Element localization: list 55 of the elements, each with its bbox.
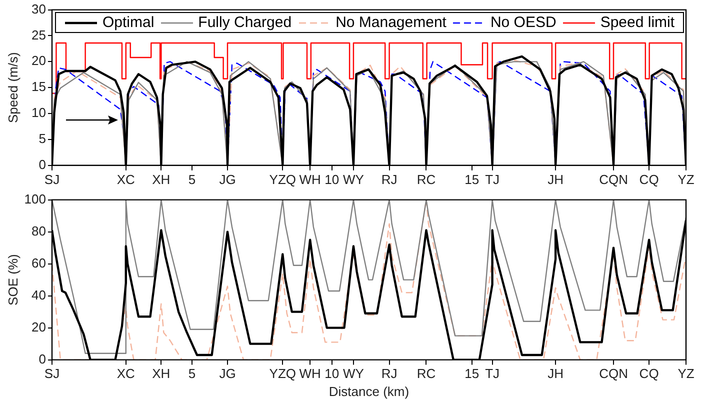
x-axis-title: Distance (km)	[328, 384, 410, 399]
y-tick-label: 60	[32, 255, 46, 270]
x-tick-label: XH	[152, 172, 170, 187]
x-tick-label: RJ	[381, 172, 398, 187]
y-tick-label: 20	[32, 319, 46, 334]
x-tick-label: XC	[116, 172, 135, 187]
x-tick-label: YZ	[678, 366, 694, 382]
x-tick-label: JG	[219, 172, 236, 187]
x-tick-label: XH	[152, 366, 170, 382]
x-tick-label: 10	[324, 366, 340, 382]
y-tick-label: 100	[24, 191, 46, 206]
x-tick-label: WH	[299, 366, 321, 382]
y-tick-label: 40	[32, 287, 46, 302]
x-tick-label: TJ	[485, 366, 500, 382]
x-tick-label: CQ	[639, 172, 659, 187]
legend-label: No OESD	[490, 14, 556, 31]
x-tick-label: TJ	[485, 172, 500, 187]
x-tick-label: XC	[116, 366, 135, 382]
y-axis-title: Speed (m/s)	[5, 52, 20, 124]
x-tick-label: 15	[464, 366, 480, 382]
y-tick-label: 5	[38, 131, 46, 146]
y-tick-label: 30	[32, 1, 46, 16]
x-tick-label: WY	[342, 366, 364, 382]
x-tick-label: WH	[299, 172, 321, 187]
x-tick-label: JH	[548, 172, 564, 187]
y-tick-label: 20	[32, 53, 46, 68]
y-tick-label: 0	[38, 156, 46, 172]
x-tick-label: YZ	[678, 172, 694, 187]
x-tick-label: CQN	[599, 366, 628, 382]
x-tick-label: YZQ	[269, 366, 296, 382]
y-axis-title: SOE (%)	[5, 254, 20, 306]
x-tick-label: RC	[416, 366, 436, 382]
x-tick-label: CQN	[599, 172, 628, 187]
legend-label: Speed limit	[600, 14, 675, 31]
x-tick-label: SJ	[44, 172, 60, 187]
x-tick-label: RJ	[381, 366, 398, 382]
legend-label: Optimal	[102, 14, 154, 31]
x-tick-label: 10	[324, 172, 340, 187]
x-tick-label: 5	[188, 366, 196, 382]
x-tick-label: CQ	[639, 366, 659, 382]
y-tick-label: 80	[32, 223, 46, 238]
y-tick-label: 0	[38, 351, 46, 366]
x-tick-label: WY	[342, 172, 364, 187]
x-tick-label: 15	[464, 172, 480, 187]
x-tick-label: YZQ	[269, 172, 296, 187]
x-tick-label: 5	[188, 172, 196, 187]
x-tick-label: JG	[219, 366, 236, 382]
y-tick-label: 25	[32, 27, 46, 42]
legend-label: Fully Charged	[198, 14, 292, 31]
legend-label: No Management	[336, 14, 446, 31]
x-tick-label: JH	[548, 366, 564, 382]
x-tick-label: SJ	[44, 366, 60, 382]
y-tick-label: 15	[32, 79, 46, 94]
x-tick-label: RC	[416, 172, 436, 187]
y-tick-label: 10	[32, 105, 46, 120]
